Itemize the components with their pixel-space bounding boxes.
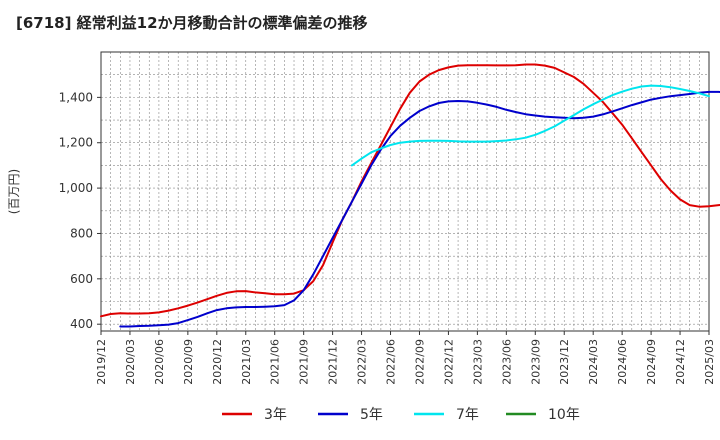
x-tick-label: 2024/06 [616,339,629,385]
x-tick-label: 2021/06 [269,339,282,385]
series-line-2 [119,90,720,328]
y-axis-label: (百万円) [7,169,21,214]
y-tick-label: 800 [70,226,93,240]
x-tick-label: 2019/12 [95,339,108,385]
legend-label-3: 7年 [456,407,479,423]
plot-frame [100,51,710,332]
x-tick-label: 2021/12 [327,339,340,385]
x-tick-label: 2023/06 [500,339,513,385]
x-tick-label: 2020/06 [153,339,166,385]
y-tick-label: 1,400 [59,90,93,104]
x-tick-label: 2021/03 [240,339,253,385]
x-tick-label: 2023/09 [529,339,542,385]
y-tick-label: 1,200 [59,136,93,150]
x-tick-label: 2024/09 [645,339,658,385]
x-tick-label: 2020/09 [182,339,195,385]
x-tick-label: 2024/03 [587,339,600,385]
x-tick-label: 2023/03 [471,339,484,385]
legend-label-4: 10年 [548,407,580,423]
series-line-1 [100,63,720,318]
x-tick-label: 2023/12 [558,339,571,385]
x-tick-label: 2020/12 [211,339,224,385]
x-tick-label: 2025/03 [703,339,716,385]
legend-label-1: 3年 [264,407,287,423]
x-tick-label: 2024/12 [674,339,687,385]
series-line-3 [350,84,710,167]
y-tick-label: 1,000 [59,181,93,195]
x-tick-label: 2022/06 [385,339,398,385]
legend-label-2: 5年 [360,407,383,423]
chart-title: [6718] 経常利益12か月移動合計の標準偏差の推移 [16,14,368,32]
y-tick-label: 400 [70,317,93,331]
x-tick-label: 2022/03 [356,339,369,385]
x-tick-label: 2022/09 [413,339,426,385]
x-tick-label: 2022/12 [442,339,455,385]
x-tick-label: 2021/09 [298,339,311,385]
y-tick-label: 600 [70,272,93,286]
x-tick-label: 2020/03 [124,339,137,385]
